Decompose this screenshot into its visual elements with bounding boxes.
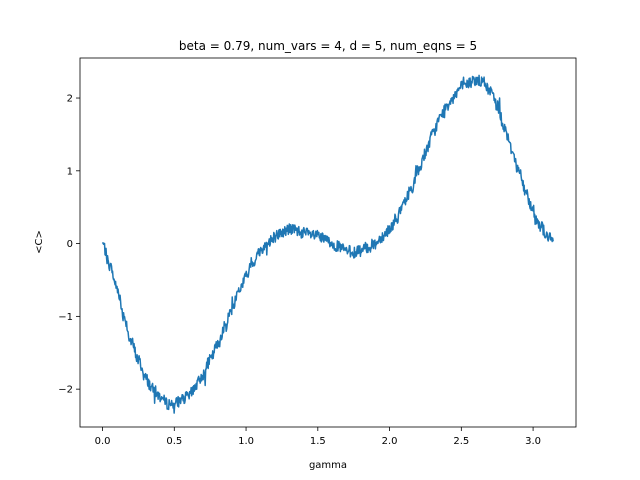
- x-tick-label: 1.0: [238, 436, 254, 447]
- y-tick-label: −2: [58, 385, 73, 396]
- series-line: [101, 74, 554, 414]
- chart-title: beta = 0.79, num_vars = 4, d = 5, num_eq…: [179, 39, 477, 53]
- x-tick-label: 2.0: [382, 436, 398, 447]
- plot-area: [79, 57, 577, 428]
- y-tick-label: 2: [67, 94, 73, 105]
- x-tick-label: 0.0: [95, 436, 111, 447]
- y-tick-label: −1: [58, 312, 73, 323]
- x-axis-label: gamma: [309, 460, 347, 471]
- y-axis-label: <C>: [34, 230, 45, 254]
- y-tick-label: 0: [67, 239, 73, 250]
- x-tick-label: 3.0: [525, 436, 541, 447]
- y-tick-label: 1: [67, 166, 73, 177]
- x-tick-label: 1.5: [310, 436, 326, 447]
- x-tick-label: 0.5: [166, 436, 182, 447]
- y-axis: −2 −1 0 1 2: [58, 94, 80, 396]
- x-axis: 0.0 0.5 1.0 1.5 2.0 2.5 3.0: [95, 427, 541, 447]
- x-tick-label: 2.5: [453, 436, 469, 447]
- plot-frame: [79, 57, 577, 428]
